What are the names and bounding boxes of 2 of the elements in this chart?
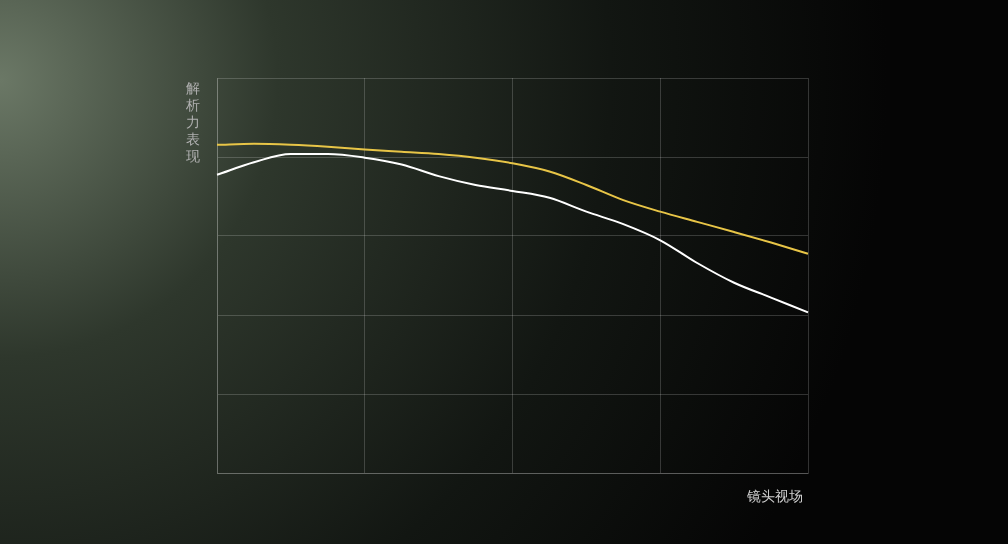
y-axis-title: 解析力表现 xyxy=(186,80,201,165)
x-axis-title: 镜头视场 xyxy=(747,488,803,506)
